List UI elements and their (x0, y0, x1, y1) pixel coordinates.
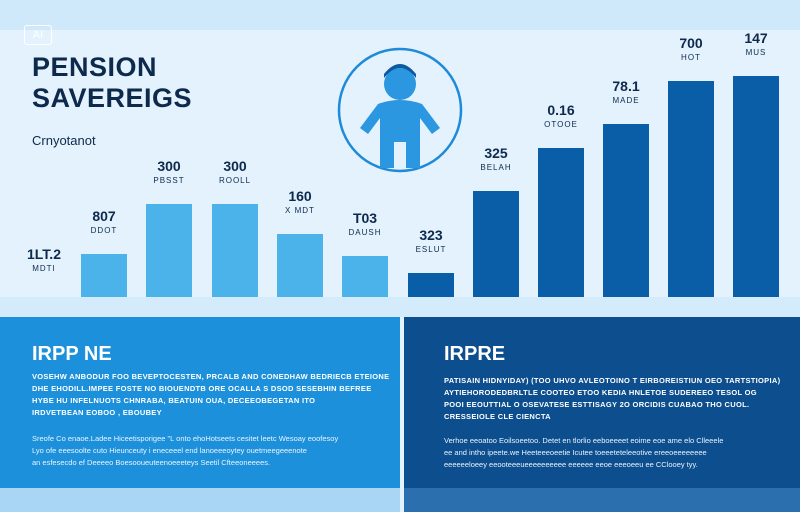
bar-value: 325 (484, 145, 508, 161)
bar-value: 700 (679, 35, 703, 51)
bar (146, 204, 192, 297)
bar (212, 204, 258, 297)
bar-value: 147 (744, 30, 768, 46)
bar (342, 256, 388, 297)
bar-label: PBSST (153, 176, 185, 185)
bar (277, 234, 323, 297)
bar-label: MUS (745, 48, 767, 57)
bar (473, 191, 519, 297)
text-line: Lyo ofe eeesoolte cuto Hieunceuty i enec… (32, 446, 307, 455)
bar (603, 124, 649, 297)
bar (538, 148, 584, 297)
text-line: CRESSEIOLE CLE CIENCTA (444, 412, 551, 421)
footer-left (0, 488, 400, 512)
text-line: an esfesecdo ef Deeeeo Boesooueuteenoeee… (32, 458, 271, 467)
text-line: IRDVETBEAN EOBOO , EBOUBEY (32, 408, 162, 417)
text-line: HYBE HU INFELNUOTS CHNRABA, BEATUIN OUA,… (32, 396, 316, 405)
text-line: Sreofe Co enaoe.Ladee Hiceetisporigee "L… (32, 434, 339, 443)
text-line: AYTIEHORODEDBRLTLE COOTEO ETOO KEDIA HNL… (444, 388, 757, 397)
bar-label: MDTI (32, 264, 56, 273)
bar-label: X MDT (285, 206, 315, 215)
bar-value: 323 (419, 227, 443, 243)
text-line: POOI EEOUTTIAL O OSEVATESE ESTTISAGY 2O … (444, 400, 750, 409)
bar-value: 0.16 (547, 102, 575, 118)
text-line: ee and intho ipeete.we Heeteeeoeetie Icu… (444, 448, 707, 457)
text-line: Verhoe eeoatoo Eoilsoeetoo. Detet en tlo… (444, 436, 724, 445)
text-line: DHE EHODILL.IMPEE FOSTE NO BIOUENDTB ORE… (32, 384, 372, 393)
bar-value: 807 (92, 208, 116, 224)
bar-value: 160 (288, 188, 312, 204)
bar-label: ROOLL (218, 176, 252, 185)
bar-value: 1LT.2 (27, 246, 61, 262)
bar-label: OTOOE (544, 120, 578, 129)
bar-label: ESLUT (415, 245, 447, 254)
panel-heading: IRPRE (444, 343, 506, 365)
text-line: VOSEHW ANBODUR FOO BEVEPTOCESTEN, PRCALB… (32, 372, 390, 381)
title: PENSION (32, 52, 158, 82)
divider (0, 297, 800, 317)
bar-value: 300 (157, 158, 181, 174)
bar (81, 254, 127, 297)
bar-label: HOT (681, 53, 701, 62)
bar-label: DAUSH (348, 228, 382, 237)
bar (668, 81, 714, 297)
bar-value: 78.1 (612, 78, 640, 94)
left-panel: IRPP NE VOSEHW ANBODUR FOO BEVEPTOCESTEN… (0, 317, 400, 488)
bar-label: MADE (612, 96, 640, 105)
bar-value: 300 (223, 158, 247, 174)
text-line: PATISAIN HIDNYIDAY) (TOO UHVO AVLEOTOINO… (444, 376, 781, 385)
badge: AI (24, 25, 52, 45)
bar-label: DDOT (90, 226, 118, 235)
bar (733, 76, 779, 297)
text-line: eeeeeeloeey eeooteeeueeeeeeeeee eeeeee e… (444, 460, 698, 469)
panel-heading: IRPP NE (32, 343, 112, 365)
person-icon (337, 47, 463, 173)
top-strip (0, 0, 800, 30)
title: SAVEREIGS (32, 83, 193, 113)
bar-value: T03 (352, 210, 378, 226)
footer-right (404, 488, 800, 512)
bar-label: BELAH (480, 163, 512, 172)
subtitle: Crnyotanot (32, 133, 96, 148)
bar (408, 273, 454, 297)
right-panel: IRPRE PATISAIN HIDNYIDAY) (TOO UHVO AVLE… (404, 317, 800, 488)
